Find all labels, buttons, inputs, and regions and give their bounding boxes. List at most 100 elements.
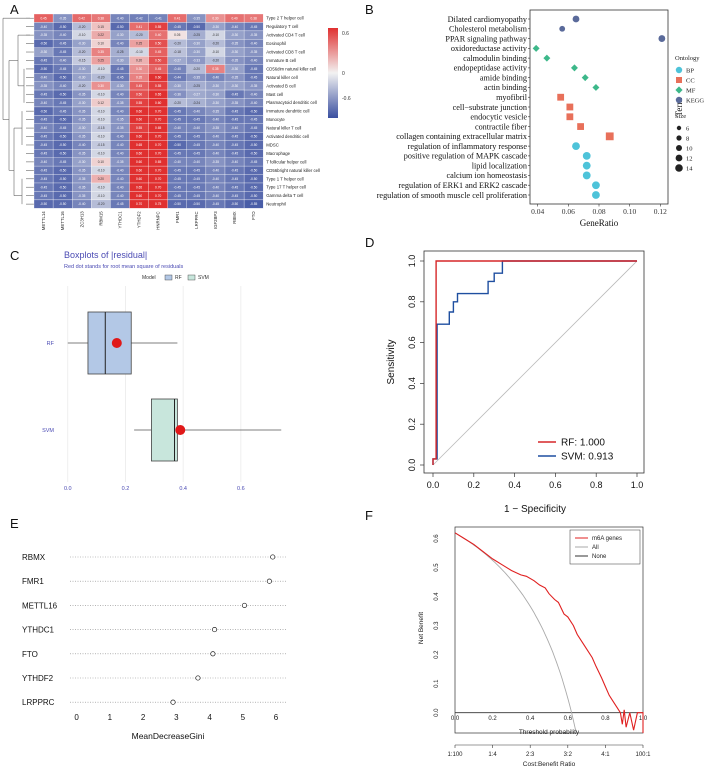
- heatmap-cell-value: 0.70: [136, 202, 142, 206]
- dotplot-point-bp: [582, 161, 591, 170]
- heatmap-cell-value: -0.40: [59, 33, 66, 37]
- heatmap-cell-value: -0.45: [116, 75, 123, 79]
- dotplot-term-label: myofibril: [496, 93, 528, 102]
- heatmap-cells: 0.45 -0.35 0.42 0.38 -0.40 -0.42 -0.41 0.41 -0.3…: [33, 13, 264, 209]
- colorbar-tick-mid: 0: [342, 71, 345, 77]
- heatmap-cell-value: -0.35: [231, 101, 238, 105]
- heatmap-cell-value: -0.45: [40, 185, 47, 189]
- heatmap-cell-value: -0.15: [97, 143, 104, 147]
- heatmap-cell-value: -0.40: [116, 177, 123, 181]
- heatmap-cell-value: -0.45: [250, 126, 257, 130]
- heatmap-cell-value: -0.45: [250, 67, 257, 71]
- heatmap-cell-value: 0.65: [136, 143, 142, 147]
- boxplot-x-tick-label: 0.6: [237, 486, 245, 492]
- heatmap-cell-value: -0.45: [174, 177, 181, 181]
- boxplot-x-tick-label: 0.4: [179, 486, 187, 492]
- importance-x-ticks: 0 1 2 3 4 5 6: [74, 713, 278, 722]
- dca-x2-tick-label: 1:4: [488, 752, 497, 758]
- heatmap-cell-value: -0.35: [212, 160, 219, 164]
- heatmap-row-label: Natural killer T cell: [266, 126, 301, 131]
- importance-x-tick-label: 3: [174, 713, 179, 722]
- dca-y-tick-label: 0.4: [434, 592, 440, 601]
- roc-x-tick-label: 0.0: [427, 480, 440, 490]
- legend-size-label: 14: [686, 165, 693, 172]
- boxplot-title: Boxplots of |residual|: [64, 250, 147, 260]
- heatmap-cell-value: 0.70: [155, 168, 161, 172]
- panel-d-label: D: [365, 235, 374, 250]
- boxplot-subtitle: Red dot stands for root mean square of r…: [64, 264, 183, 270]
- heatmap-cell-value: -0.30: [78, 75, 85, 79]
- heatmap-cell-value: 0.70: [155, 177, 161, 181]
- heatmap-row-label: Activated B cell: [266, 83, 295, 88]
- heatmap-cell-value: -0.10: [97, 185, 104, 189]
- dca-x-tick-label: 0.2: [488, 716, 497, 722]
- heatmap-cell-value: -0.40: [212, 194, 219, 198]
- importance-x-tick-label: 1: [108, 713, 113, 722]
- legend-swatch-bp: [675, 66, 683, 74]
- importance-point: [241, 602, 248, 608]
- roc-frame: [423, 250, 645, 474]
- heatmap-cell-value: -0.45: [174, 135, 181, 139]
- heatmap-cell-value: 0.55: [136, 126, 142, 130]
- dotplot-point-bp: [572, 142, 580, 151]
- heatmap-cell-value: 0.12: [98, 101, 104, 105]
- heatmap-cell-value: -0.45: [40, 135, 47, 139]
- heatmap-cell-value: -0.45: [193, 168, 200, 172]
- heatmap-cell-value: -0.20: [174, 42, 181, 46]
- boxplot-legend-swatch-rf: [164, 274, 173, 281]
- heatmap-cell-value: 0.40: [231, 16, 237, 20]
- heatmap-cell-value: -0.45: [193, 194, 200, 198]
- legend-size-dot: [676, 135, 682, 141]
- heatmap-cell-value: -0.40: [212, 75, 219, 79]
- heatmap-cell-value: -0.30: [116, 84, 123, 88]
- heatmap-cell-value: -0.40: [212, 185, 219, 189]
- heatmap-cell-value: -0.50: [174, 202, 181, 206]
- heatmap-cell-value: -0.40: [116, 152, 123, 156]
- dca-y-tick-label: 0.6: [434, 534, 440, 543]
- heatmap-cell-value: -0.40: [212, 177, 219, 181]
- panel-a-label: A: [10, 2, 19, 17]
- heatmap-cell-value: -0.30: [212, 25, 219, 29]
- heatmap-cell-value: -0.40: [116, 194, 123, 198]
- heatmap-cell-value: -0.45: [231, 185, 238, 189]
- heatmap-cell-value: 0.38: [251, 16, 257, 20]
- heatmap-cell-value: -0.50: [40, 109, 47, 113]
- heatmap-cell-value: 0.50: [155, 59, 161, 63]
- heatmap-cell-value: -0.30: [193, 42, 200, 46]
- legend-swatch-kegg: [675, 96, 683, 104]
- heatmap-cell-value: -0.40: [250, 92, 257, 96]
- heatmap-cell-value: -0.30: [231, 84, 238, 88]
- heatmap-cell-value: -0.20: [97, 75, 104, 79]
- dca-cost-benefit-axis: 1:100 1:4 2:3 3:2 4:1 100:1: [447, 744, 651, 758]
- importance-label: YTHDC1: [22, 626, 55, 635]
- importance-x-tick-label: 0: [74, 713, 79, 722]
- heatmap-row-label: Type 2 T helper cell: [266, 16, 303, 21]
- boxplot-category-label: SVM: [42, 428, 54, 434]
- heatmap-cell-value: -0.30: [212, 101, 219, 105]
- roc-x-label: 1 − Specificity: [504, 504, 566, 515]
- heatmap-row-label: CD56dim natural killer cell: [266, 66, 316, 71]
- heatmap-cell-value: -0.36: [174, 92, 181, 96]
- dca-x-tick-label: 0.6: [564, 716, 573, 722]
- dotplot-term-label: regulation of ERK1 and ERK2 cascade: [399, 181, 528, 190]
- heatmap-cell-value: -0.20: [78, 25, 85, 29]
- heatmap-column-label: RBMX: [232, 211, 237, 224]
- heatmap-cell-value: -0.45: [231, 92, 238, 96]
- heatmap-cell-value: -0.45: [193, 177, 200, 181]
- heatmap-cell-value: -0.40: [212, 118, 219, 122]
- heatmap-cell-value: -0.30: [116, 59, 123, 63]
- heatmap-cell-value: 0.05: [174, 33, 180, 37]
- heatmap-cell-value: 0.70: [155, 135, 161, 139]
- heatmap-cell-value: -0.45: [193, 185, 200, 189]
- dotplot-point-bp: [582, 171, 591, 180]
- heatmap-cell-value: -0.35: [250, 33, 257, 37]
- heatmap-cell-value: -0.45: [59, 101, 66, 105]
- importance-point: [212, 627, 218, 633]
- heatmap-cell-value: -0.40: [174, 160, 181, 164]
- heatmap-cell-value: -0.35: [78, 118, 85, 122]
- heatmap-cell-value: -0.40: [59, 84, 66, 88]
- heatmap-row-label: MDSC: [266, 142, 279, 147]
